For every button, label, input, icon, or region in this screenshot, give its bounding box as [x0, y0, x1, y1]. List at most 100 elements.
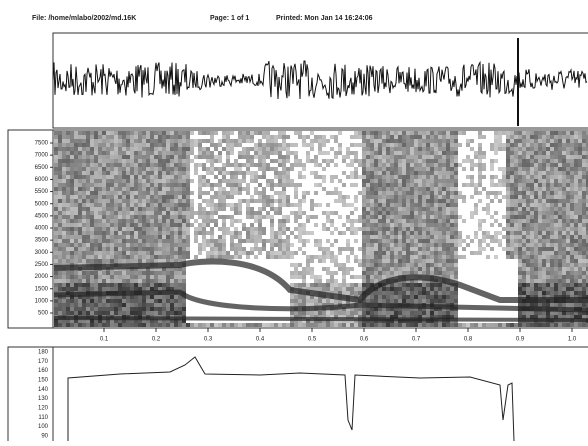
spectrogram-cell — [82, 299, 86, 303]
spectrogram-cell — [146, 155, 150, 159]
spectrogram-cell — [222, 323, 226, 327]
spectrogram-cell — [142, 203, 146, 207]
spectrogram-cell — [446, 139, 450, 143]
spectrogram-cell — [374, 239, 378, 243]
spectrogram-cell — [354, 255, 358, 259]
spectrogram-cell — [510, 179, 514, 183]
spectrogram-cell — [150, 187, 154, 191]
spectrogram-cell — [522, 147, 526, 151]
spectrogram-cell — [574, 263, 578, 267]
spectrogram-cell — [422, 235, 426, 239]
spectrogram-cell — [302, 163, 306, 167]
spectrogram-cell — [170, 175, 174, 179]
spectrogram-cell — [386, 291, 390, 295]
spectrogram-cell — [286, 243, 290, 247]
spectrogram-cell — [98, 235, 102, 239]
spectrogram-cell — [150, 279, 154, 283]
spectrogram-cell — [174, 191, 178, 195]
spectrogram-cell — [546, 267, 550, 271]
spectrogram-cell — [86, 207, 90, 211]
spectrogram-cell — [182, 187, 186, 191]
spectrogram-cell — [150, 259, 154, 263]
spectrogram-cell — [358, 215, 362, 219]
spectrogram-cell — [418, 167, 422, 171]
spectrogram-cell — [530, 259, 534, 263]
spectrogram-cell — [538, 171, 542, 175]
spectrogram-cell — [434, 239, 438, 243]
spectrogram-cell — [362, 131, 366, 135]
spectrogram-cell — [542, 279, 546, 283]
spectrogram-cell — [58, 203, 62, 207]
spectrogram-cell — [94, 283, 98, 287]
spectrogram-cell — [162, 199, 166, 203]
spectrogram-cell — [578, 235, 582, 239]
spectrogram-cell — [494, 191, 498, 195]
spectrogram-cell — [362, 183, 366, 187]
spectrogram-cell — [106, 247, 110, 251]
spectrogram-cell — [166, 191, 170, 195]
spectrogram-cell — [582, 131, 586, 135]
spectrogram-cell — [414, 243, 418, 247]
spectrogram-cell — [122, 251, 126, 255]
spectrogram-cell — [202, 211, 206, 215]
spectrogram-cell — [250, 223, 254, 227]
spectrogram-cell — [94, 163, 98, 167]
spectrogram-cell — [74, 147, 78, 151]
spectrogram-cell — [234, 183, 238, 187]
spectrogram-cell — [506, 179, 510, 183]
spectrogram-cell — [294, 215, 298, 219]
spectrogram-cell — [162, 187, 166, 191]
spectrogram-cell — [534, 215, 538, 219]
spectrogram-cell — [58, 247, 62, 251]
spectrogram-cell — [442, 239, 446, 243]
spectrogram-cell — [174, 303, 178, 307]
spectrogram-cell — [146, 235, 150, 239]
spectrogram-cell — [506, 195, 510, 199]
spectrogram-cell — [502, 167, 506, 171]
spectrogram-cell — [334, 287, 338, 291]
spectrogram-cell — [546, 179, 550, 183]
spectrogram-cell — [550, 219, 554, 223]
spectrogram-cell — [510, 231, 514, 235]
spectrogram-cell — [330, 271, 334, 275]
spectrogram-cell — [574, 155, 578, 159]
spectrogram-cell — [166, 211, 170, 215]
spectrogram-cell — [78, 171, 82, 175]
spectrogram-cell — [562, 303, 566, 307]
spectrogram-cell — [174, 167, 178, 171]
spectrogram-cell — [326, 267, 330, 271]
spectrogram-cell — [170, 231, 174, 235]
spectrogram-cell — [146, 199, 150, 203]
spectrogram-cell — [406, 175, 410, 179]
spectrogram-cell — [562, 179, 566, 183]
spectrogram-cell — [346, 155, 350, 159]
spectrogram-cell — [430, 139, 434, 143]
spectrogram-cell — [134, 231, 138, 235]
spectrogram-cell — [206, 139, 210, 143]
spectrogram-cell — [414, 175, 418, 179]
spectrogram-cell — [546, 291, 550, 295]
spectrogram-cell — [206, 147, 210, 151]
spectrogram-cell — [426, 203, 430, 207]
spectrogram-cell — [458, 191, 462, 195]
spectrogram-cell — [82, 251, 86, 255]
spectrogram-cell — [66, 215, 70, 219]
spectrogram-cell — [142, 251, 146, 255]
spectrogram-cell — [62, 203, 66, 207]
spectrogram-cell — [98, 279, 102, 283]
spectrogram-cell — [118, 271, 122, 275]
spectrogram-cell — [106, 131, 110, 135]
spectrogram-cell — [198, 131, 202, 135]
spectrogram-cell — [138, 259, 142, 263]
spectrogram-cell — [162, 175, 166, 179]
spectrogram-cell — [542, 243, 546, 247]
spectrogram-cell — [402, 207, 406, 211]
spectrogram-cell — [406, 251, 410, 255]
spectrogram-cell — [534, 175, 538, 179]
spectrogram-cell — [402, 263, 406, 267]
spectrogram-cell — [146, 163, 150, 167]
spectrogram-cell — [78, 207, 82, 211]
spectrogram-cell — [54, 235, 58, 239]
spectrogram-cell — [386, 299, 390, 303]
